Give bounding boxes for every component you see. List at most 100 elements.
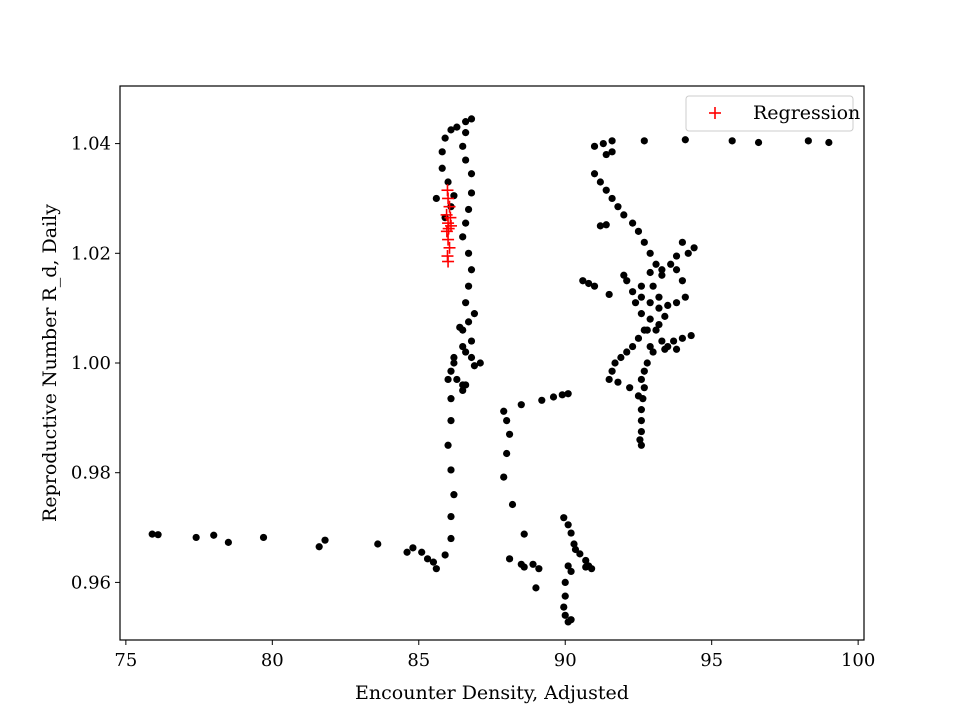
data-point: [517, 401, 525, 409]
data-point: [590, 142, 599, 150]
data-point: [447, 126, 455, 134]
data-point: [558, 391, 566, 399]
data-point: [464, 318, 473, 326]
data-point: [646, 315, 654, 323]
data-point: [462, 118, 470, 126]
data-point: [560, 603, 568, 611]
data-point: [579, 277, 587, 285]
data-point: [532, 584, 540, 592]
data-point: [637, 375, 645, 384]
data-point: [470, 310, 479, 318]
data-point: [444, 441, 452, 449]
data-point: [611, 359, 619, 367]
data-point: [447, 395, 455, 403]
data-point: [549, 393, 558, 401]
data-point: [529, 560, 537, 568]
data-point: [658, 266, 666, 274]
data-point: [441, 551, 449, 559]
data-point: [570, 540, 578, 548]
data-point: [649, 348, 657, 356]
data-point: [224, 538, 232, 546]
data-point: [585, 279, 593, 288]
data-point: [637, 282, 645, 290]
data-point: [462, 299, 470, 307]
data-point: [459, 342, 467, 351]
data-point: [441, 134, 449, 142]
data-point: [538, 396, 546, 404]
plot-area: [120, 86, 864, 640]
data-point: [637, 406, 645, 414]
data-point: [640, 384, 648, 392]
data-point: [467, 115, 476, 123]
data-point: [637, 310, 645, 318]
data-point: [582, 563, 590, 571]
data-point: [637, 293, 645, 301]
data-point: [561, 592, 569, 600]
x-tick-label: 90: [554, 650, 577, 671]
data-point: [467, 353, 476, 362]
data-point: [503, 449, 511, 458]
data-point: [418, 548, 426, 556]
data-point: [649, 282, 657, 290]
data-point: [409, 544, 417, 552]
data-point: [564, 562, 572, 570]
axis-ticks: 75 80 85 90 95 100 0.96 0.98 1.00 1.02 1.04: [71, 134, 875, 671]
data-point: [447, 416, 455, 425]
data-point: [599, 139, 607, 148]
data-point: [403, 548, 411, 556]
data-point: [467, 189, 476, 197]
data-point: [628, 342, 637, 351]
data-point: [617, 353, 625, 362]
data-point: [210, 531, 218, 539]
data-point: [646, 342, 654, 351]
data-point: [447, 534, 455, 543]
data-point: [628, 288, 637, 296]
legend: Regression: [685, 95, 860, 132]
data-point: [643, 359, 651, 367]
data-point: [620, 211, 628, 219]
data-point: [459, 386, 467, 395]
data-point: [571, 545, 580, 554]
y-tick-label: 1.04: [71, 134, 111, 155]
data-point: [664, 301, 672, 310]
data-point: [464, 282, 473, 290]
data-point: [608, 148, 616, 156]
data-point: [646, 299, 654, 307]
data-point: [520, 530, 528, 538]
data-point: [608, 194, 616, 203]
data-point: [602, 186, 610, 194]
data-point: [567, 567, 575, 576]
data-point: [520, 563, 528, 571]
data-point: [605, 290, 613, 299]
data-point: [637, 427, 645, 436]
data-point: [447, 367, 455, 375]
data-point: [678, 277, 686, 285]
y-tick-label: 1.02: [71, 243, 111, 264]
data-point: [655, 293, 663, 301]
regression-point: [440, 225, 453, 238]
data-point: [505, 555, 514, 563]
data-point: [602, 221, 610, 229]
data-point: [646, 268, 654, 277]
data-point: [447, 512, 455, 521]
data-point: [459, 233, 467, 241]
data-point: [590, 282, 599, 290]
data-point: [684, 249, 692, 257]
data-point: [462, 219, 470, 227]
data-point: [637, 441, 645, 449]
data-point: [655, 321, 663, 329]
data-point: [614, 378, 622, 386]
data-point: [459, 142, 467, 150]
data-point: [608, 367, 616, 375]
data-point: [561, 578, 569, 587]
data-point: [582, 556, 590, 565]
data-point: [459, 381, 467, 389]
regression-point: [443, 241, 456, 254]
data-point: [634, 392, 643, 400]
data-point: [560, 514, 568, 522]
y-tick-label: 0.98: [71, 463, 111, 484]
data-point: [567, 616, 575, 624]
data-point: [687, 331, 695, 340]
data-point: [500, 407, 508, 415]
